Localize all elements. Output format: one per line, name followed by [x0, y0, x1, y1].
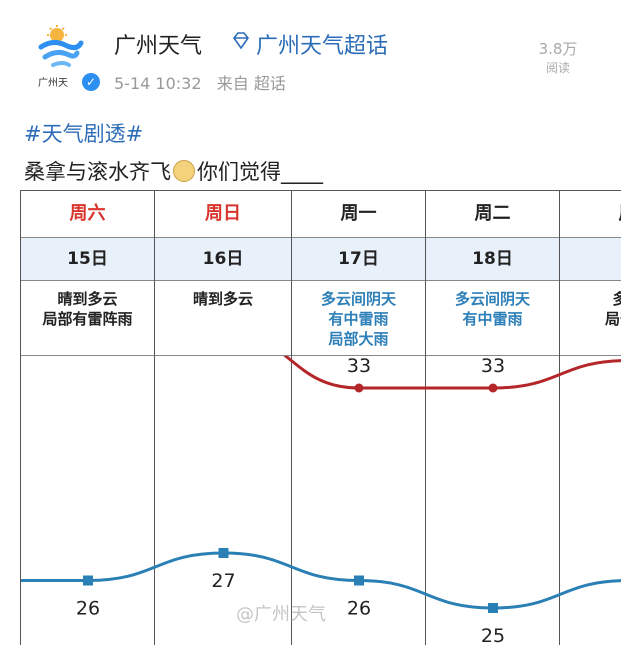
post-meta: 5-14 10:32 来自 超话	[114, 70, 286, 94]
low-temp-label: 26	[347, 598, 371, 620]
dog-emoji-icon	[173, 160, 195, 182]
low-temp-point	[83, 575, 93, 586]
logo-text: 广州天	[38, 78, 68, 89]
high-temp-point	[488, 383, 498, 393]
topic-link[interactable]: 广州天气超话	[256, 34, 389, 59]
weather-description-line: 局部有雷阵雨	[42, 310, 133, 328]
read-count-label: 阅读	[545, 61, 570, 75]
verified-badge-icon: ✓	[80, 71, 102, 93]
post-time: 5-14 10:32	[114, 74, 202, 93]
weather-description-line: 有中雷雨	[462, 310, 523, 328]
post-text: 桑拿与滚水齐飞 你们觉得____	[24, 156, 323, 186]
weather-description-line: 晴到多云	[192, 290, 253, 308]
day-label: 周一	[292, 191, 425, 237]
weather-description-line: 晴到多云	[57, 290, 118, 308]
account-name[interactable]: 广州天气	[114, 34, 203, 59]
day-label: 周二	[426, 191, 559, 237]
hashtag-link[interactable]: #天气剧透#	[24, 122, 144, 146]
weather-description-line: 局部有	[604, 310, 621, 328]
temperature-chart: 353533333262726252	[21, 356, 621, 645]
weather-description-line: 多云间阴天	[320, 290, 396, 308]
weather-description-line: 多云	[560, 289, 621, 309]
low-temp-point	[354, 575, 364, 586]
weather-description-line: 多云间阴天	[454, 290, 530, 308]
post-text-before: 桑拿与滚水齐飞	[24, 160, 171, 184]
forecast-column: 周六 15日晴到多云局部有雷阵雨	[21, 191, 155, 645]
forecast-column: 周二 18日多云间阴天有中雷雨	[426, 191, 560, 645]
account-avatar[interactable]: 广州天 ✓	[35, 25, 102, 93]
read-count: 3.8万 阅读	[528, 38, 588, 76]
watermark: @广州天气	[236, 604, 326, 625]
high-temp-label: 33	[481, 356, 505, 377]
date-label: 1	[560, 237, 621, 281]
forecast-column: 周1多云局部有	[560, 191, 621, 645]
high-temp-line	[283, 356, 621, 390]
forecast-grid: 周六 15日 晴到多云 局部有雷阵雨 周日 16日 晴到多云 周一 17日 多云间阴天 有中雷雨 局部…	[21, 191, 621, 645]
forecast-image[interactable]: 周六 15日 晴到多云 局部有雷阵雨 周日 16日 晴到多云 周一 17日 多云间阴天 有中雷雨 局部…	[20, 190, 621, 645]
high-temp-label: 33	[347, 356, 371, 377]
high-temp-point	[354, 383, 364, 393]
diamond-icon	[233, 32, 249, 50]
day-label: 周	[560, 191, 621, 237]
weather-description: 多云间阴天 有中雷雨	[426, 280, 559, 356]
post-header: 广州天 ✓ 广州天气 广州天气超话 5-14 10:32 来自 超话 3.8万 …	[0, 0, 641, 100]
day-label: 周六	[21, 191, 154, 237]
day-label: 周日	[155, 191, 291, 237]
weather-description: 晴到多云局部有雷阵雨	[21, 280, 154, 356]
date-label: 17日	[292, 237, 425, 281]
forecast-column: 周日 16日晴到多云	[155, 191, 292, 645]
post-source[interactable]: 来自 超话	[216, 74, 286, 93]
low-temp-label: 26	[76, 598, 100, 620]
forecast-column: 周一 17日多云间阴天有中雷雨局部大雨	[292, 191, 426, 645]
low-temp-point	[488, 603, 498, 613]
weather-description: 多云间阴天有中雷雨局部大雨	[292, 280, 425, 356]
date-label: 16日	[155, 237, 291, 281]
low-temp-point	[218, 548, 229, 558]
weather-description-line: 有中雷雨	[328, 310, 389, 328]
date-label: 18日	[426, 237, 559, 281]
post-text-after: 你们觉得____	[197, 160, 323, 184]
low-temp-label: 25	[481, 625, 505, 645]
weather-logo-icon	[38, 25, 84, 67]
low-temp-label: 27	[211, 570, 235, 592]
read-count-number: 3.8万	[538, 40, 578, 58]
weather-description: 晴到多云	[155, 280, 291, 356]
weather-description-line: 局部大雨	[328, 330, 389, 348]
date-label: 15日	[21, 237, 154, 281]
